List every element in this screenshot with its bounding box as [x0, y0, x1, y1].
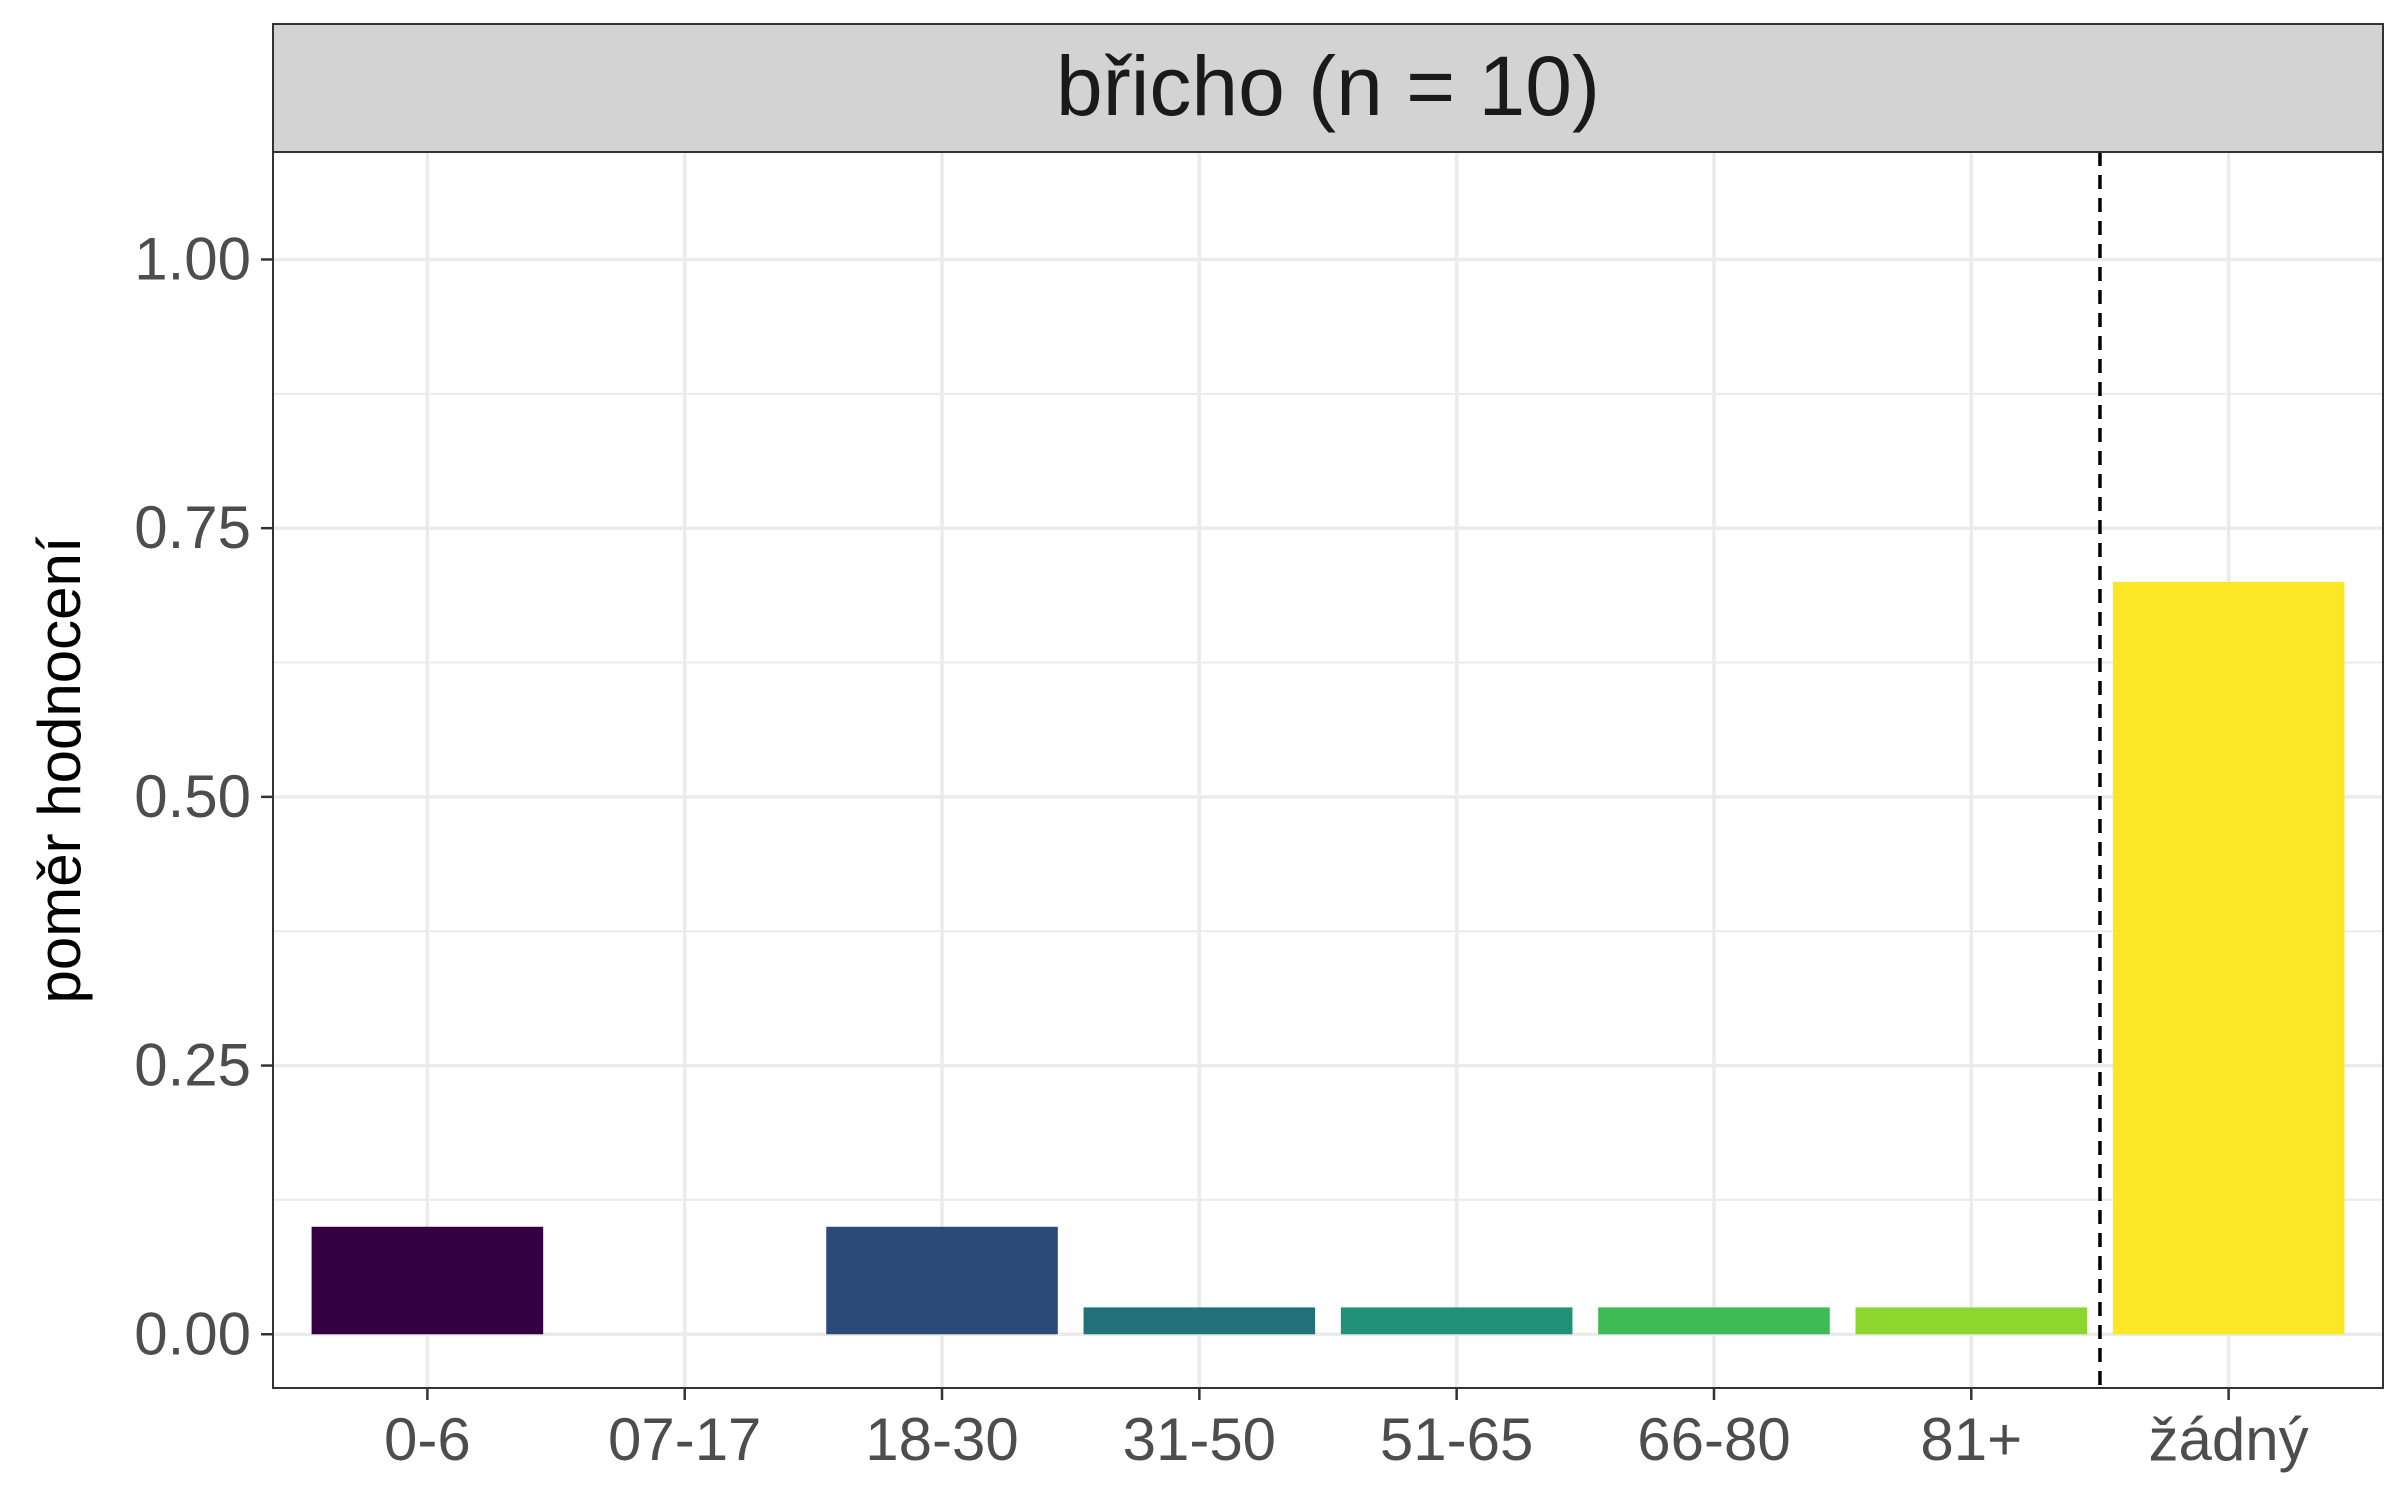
y-tick-label: 0.50 [134, 763, 251, 830]
bar-31-50 [1083, 1307, 1316, 1335]
plot-panel [273, 152, 2383, 1388]
grid-major [273, 152, 2383, 1388]
bar-18-30 [826, 1226, 1058, 1335]
bar-81+ [1855, 1307, 2088, 1335]
y-tick-label: 0.00 [134, 1300, 251, 1367]
grid-minor [273, 392, 2383, 1201]
chart-title: břicho (n = 10) [1056, 39, 1600, 133]
y-tick-label: 0.75 [134, 494, 251, 561]
x-tick-label: 18-30 [865, 1406, 1018, 1473]
bar-51-65 [1340, 1307, 1573, 1335]
bar-66-80 [1598, 1307, 1830, 1335]
x-tick-label: 51-65 [1380, 1406, 1533, 1473]
x-tick-label: 31-50 [1123, 1406, 1276, 1473]
y-axis: 0.00 0.25 0.50 0.75 1.00 [134, 225, 273, 1367]
x-tick-label: 0-6 [384, 1406, 471, 1473]
panel-border [272, 151, 2384, 1389]
y-tick-label: 0.25 [134, 1032, 251, 1099]
bar-žádný [2112, 581, 2345, 1335]
x-axis: 0-6 07-17 18-30 31-50 51-65 66-80 81+ žádný [384, 1388, 2309, 1473]
bars [311, 581, 2345, 1335]
x-tick-label: 66-80 [1637, 1406, 1790, 1473]
x-tick-label: žádný [2149, 1406, 2309, 1473]
facet-strip [272, 23, 2384, 153]
y-tick-label: 1.00 [134, 225, 251, 292]
x-tick-label: 07-17 [608, 1406, 761, 1473]
y-axis-title: poměr hodnocení [26, 536, 93, 1003]
bar-0-6 [311, 1226, 544, 1335]
x-tick-label: 81+ [1920, 1406, 2022, 1473]
